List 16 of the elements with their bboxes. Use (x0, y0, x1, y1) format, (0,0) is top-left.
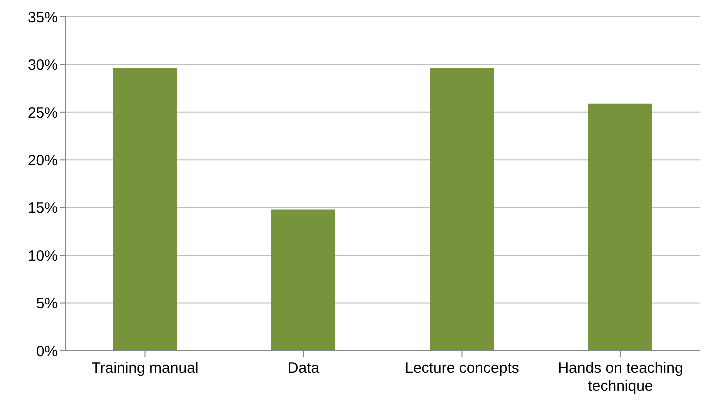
bar (113, 68, 177, 351)
bar (272, 210, 336, 351)
x-tick-label: Training manual (92, 360, 199, 377)
x-tick-label: Data (288, 360, 320, 377)
y-tick-label: 15% (28, 200, 58, 218)
y-tick-label: 5% (36, 296, 58, 313)
y-tick-label: 0% (36, 343, 58, 360)
bar (588, 104, 652, 351)
bar (430, 68, 494, 351)
y-tick-label: 30% (28, 57, 58, 74)
x-tick-label: Hands on teaching technique (558, 360, 684, 395)
x-tick-label: Lecture concepts (405, 360, 520, 377)
y-tick-label: 20% (28, 152, 58, 170)
y-tick-label: 35% (28, 9, 58, 26)
y-tick-label: 25% (28, 104, 58, 122)
y-tick-label: 10% (28, 248, 58, 265)
